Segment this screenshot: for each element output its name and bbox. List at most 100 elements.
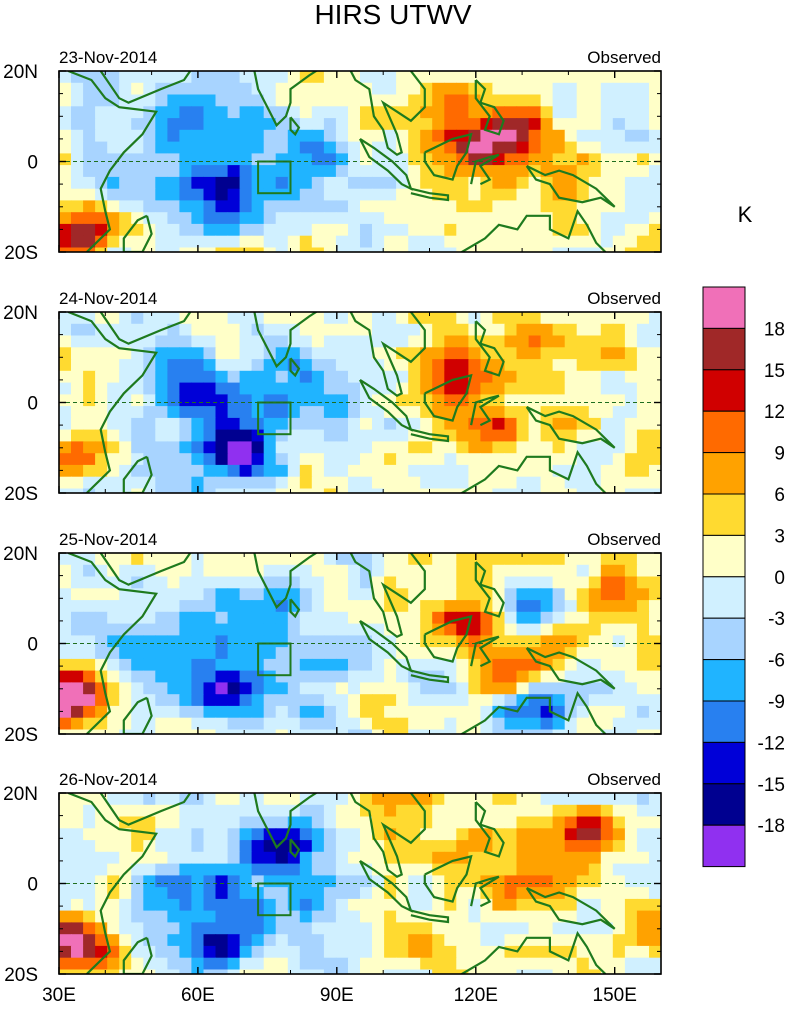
coastline-sri-lanka xyxy=(289,357,301,378)
field-cell xyxy=(239,247,253,252)
field-cell xyxy=(251,635,265,648)
field-cell xyxy=(203,212,217,225)
field-cell xyxy=(420,658,433,672)
field-cell xyxy=(131,553,144,566)
coastline-se-asia xyxy=(349,312,426,397)
field-cell xyxy=(155,106,168,119)
field-cell xyxy=(83,165,96,178)
field-cell xyxy=(588,141,602,154)
field-cell xyxy=(588,370,602,384)
field-cell xyxy=(191,153,204,166)
field-cell xyxy=(203,934,217,947)
field-cell xyxy=(179,934,192,947)
field-cell xyxy=(624,153,638,166)
field-cell xyxy=(649,235,661,249)
field-cell xyxy=(649,464,661,478)
field-cell xyxy=(275,611,289,625)
field-cell xyxy=(203,429,217,442)
field-cell xyxy=(191,804,204,818)
field-cell xyxy=(504,600,518,613)
field-cell xyxy=(564,898,578,912)
field-cell xyxy=(167,670,180,683)
field-cell xyxy=(323,417,337,431)
field-cell xyxy=(480,429,493,442)
field-cell xyxy=(661,489,674,501)
coastline-madagascar xyxy=(122,214,153,252)
field-cell xyxy=(384,887,397,900)
field-cell xyxy=(540,576,554,589)
field-cell xyxy=(384,94,397,107)
field-cell xyxy=(131,188,144,202)
field-cell xyxy=(311,553,325,566)
field-cell xyxy=(456,223,469,237)
field-cell xyxy=(540,71,554,84)
field-cell xyxy=(576,200,590,213)
field-cell xyxy=(251,670,265,683)
field-cell xyxy=(408,200,421,213)
field-cell xyxy=(384,464,397,478)
field-cell xyxy=(83,863,96,876)
field-cell xyxy=(372,188,385,202)
field-cell xyxy=(227,165,241,178)
field-cell xyxy=(311,816,325,829)
field-cell xyxy=(191,106,204,119)
field-cell xyxy=(420,359,433,372)
field-cell xyxy=(179,223,192,237)
field-cell xyxy=(588,347,602,360)
field-cell xyxy=(444,141,457,154)
field-cell xyxy=(432,682,445,695)
field-cell xyxy=(83,153,96,166)
field-cell xyxy=(576,165,590,178)
field-cell xyxy=(83,600,96,613)
field-cell xyxy=(528,347,542,360)
field-cell xyxy=(636,429,650,442)
field-cell xyxy=(275,969,289,974)
field-cell xyxy=(552,969,566,974)
field-cell xyxy=(444,729,457,734)
field-cell xyxy=(191,670,204,683)
field-cell xyxy=(239,200,253,213)
field-cell xyxy=(299,564,313,578)
field-cell xyxy=(661,647,674,659)
field-cell xyxy=(191,694,204,707)
field-cell xyxy=(299,394,313,407)
field-cell xyxy=(552,717,566,731)
field-cell xyxy=(636,816,650,829)
field-cell xyxy=(649,141,661,154)
field-cell xyxy=(649,106,661,119)
field-cell xyxy=(516,705,530,719)
field-cell xyxy=(348,165,361,178)
field-cell xyxy=(552,441,566,454)
field-cell xyxy=(624,816,638,829)
field-cell xyxy=(420,200,433,213)
field-cell xyxy=(323,647,337,660)
field-cell xyxy=(576,611,590,625)
field-cell xyxy=(215,840,229,853)
field-cell xyxy=(492,71,505,84)
field-cell xyxy=(107,235,120,249)
field-cell xyxy=(311,898,325,912)
field-cell xyxy=(263,82,277,96)
field-cell xyxy=(384,729,397,734)
field-cell xyxy=(167,247,180,252)
field-cell xyxy=(600,394,614,407)
field-cell xyxy=(167,934,180,947)
field-cell xyxy=(203,141,217,154)
field-cell xyxy=(456,729,469,734)
field-cell xyxy=(492,441,505,454)
field-cell xyxy=(600,910,614,923)
field-cell xyxy=(372,176,385,190)
field-cell xyxy=(661,588,674,600)
field-cell xyxy=(155,600,168,613)
field-cell xyxy=(95,851,108,865)
field-cell xyxy=(167,118,180,131)
field-cell xyxy=(504,863,518,876)
field-cell xyxy=(143,729,156,734)
field-cell xyxy=(71,453,84,466)
field-cell xyxy=(335,176,349,190)
field-cell xyxy=(444,247,457,252)
field-cell xyxy=(480,553,493,566)
field-cell xyxy=(420,816,433,829)
field-cell xyxy=(131,682,144,695)
